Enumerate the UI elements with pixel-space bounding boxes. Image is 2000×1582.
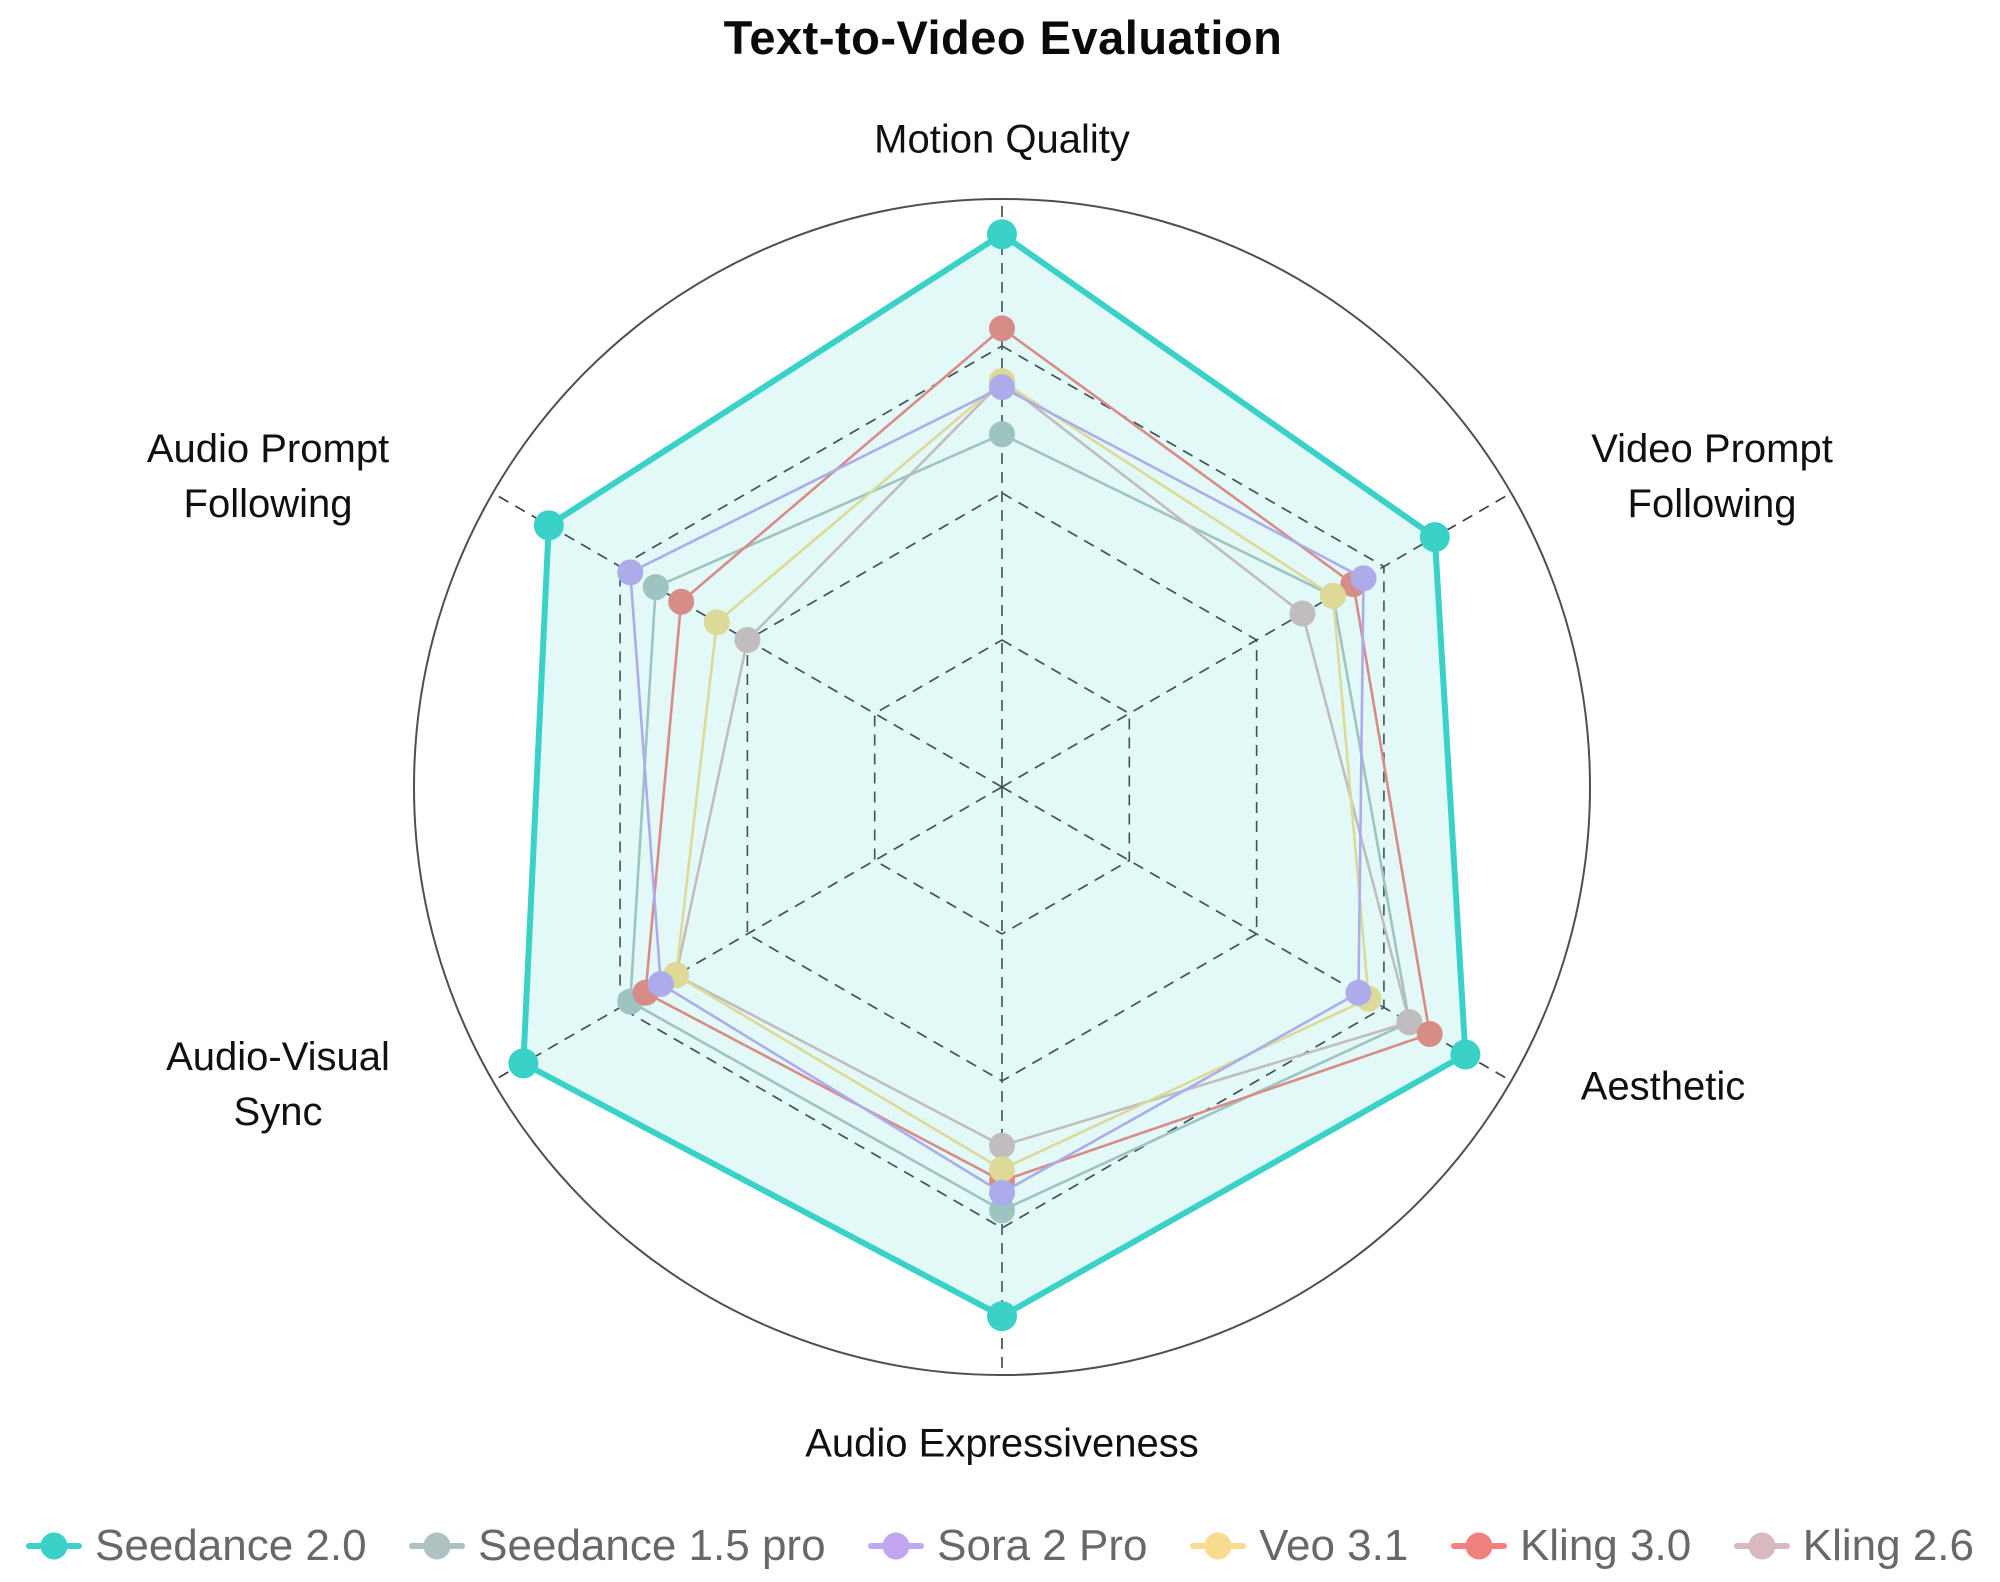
series-marker-seedance-2-0-audio-expressiveness: [987, 1301, 1017, 1332]
axis-label-video-prompt-following: Video Prompt Following: [1591, 426, 1833, 526]
series-marker-sora-2-pro-audio-prompt-following: [617, 559, 644, 586]
legend-item-sora-2-pro: Sora 2 Pro: [868, 1521, 1147, 1571]
series-marker-seedance-1-5-pro-motion-quality: [989, 421, 1015, 448]
legend: Seedance 2.0 Seedance 1.5 pro Sora 2 Pro Ve…: [0, 1506, 2000, 1582]
series-marker-sora-2-pro-motion-quality: [989, 374, 1015, 401]
series-marker-seedance-2-0-aesthetic: [1450, 1039, 1481, 1070]
chart-title: Text-to-Video Evaluation: [723, 11, 1283, 64]
series-marker-kling-3-0-motion-quality: [989, 315, 1015, 342]
radar-series: [508, 219, 1481, 1332]
legend-marker-icon: [409, 1532, 466, 1560]
grid-ring: [873, 639, 1131, 935]
series-marker-kling-2-6-aesthetic: [1396, 1009, 1423, 1036]
series-marker-sora-2-pro-video-prompt-following: [1350, 565, 1377, 592]
legend-marker-icon: [1190, 1532, 1247, 1560]
series-marker-seedance-2-0-audio-prompt-following: [533, 510, 564, 541]
legend-item-kling-3-0: Kling 3.0: [1450, 1521, 1692, 1571]
legend-marker-icon: [1450, 1532, 1507, 1560]
axis-label-audio-visual-sync: Audio-Visual Sync: [166, 1034, 390, 1134]
legend-marker-icon: [26, 1532, 82, 1560]
series-marker-kling-2-6-audio-prompt-following: [734, 627, 761, 653]
legend-item-seedance-2-0: Seedance 2.0: [26, 1521, 367, 1571]
series-marker-kling-2-6-audio-expressiveness: [989, 1132, 1015, 1159]
axis-spoke-video-prompt-following: [1001, 492, 1512, 788]
legend-item-kling-2-6: Kling 2.6: [1733, 1521, 1974, 1571]
axis-spoke-aesthetic: [1001, 786, 1512, 1082]
legend-label: Kling 2.6: [1802, 1521, 1974, 1570]
legend-item-veo-3-1: Veo 3.1: [1190, 1521, 1408, 1571]
axis-label-audio-expressiveness: Audio Expressiveness: [805, 1421, 1199, 1466]
axis-label-motion-quality: Motion Quality: [874, 117, 1130, 162]
series-marker-kling-3-0-aesthetic: [1416, 1020, 1443, 1047]
axis-label-audio-prompt-following: Audio Prompt Following: [146, 426, 390, 526]
legend-marker-icon: [1733, 1532, 1790, 1560]
legend-marker-icon: [868, 1532, 925, 1560]
legend-label: Seedance 1.5 pro: [478, 1521, 826, 1570]
series-marker-veo-3-1-video-prompt-following: [1319, 582, 1346, 609]
series-marker-seedance-2-0-video-prompt-following: [1419, 522, 1450, 553]
series-sora-2-pro: [617, 374, 1377, 1206]
legend-label: Kling 3.0: [1519, 1521, 1692, 1570]
series-marker-kling-2-6-video-prompt-following: [1289, 600, 1316, 627]
legend-item-seedance-1-5-pro: Seedance 1.5 pro: [409, 1521, 826, 1571]
series-polygon-seedance-2-0: [520, 231, 1469, 1320]
series-marker-sora-2-pro-aesthetic: [1345, 979, 1372, 1006]
legend-label: Sora 2 Pro: [937, 1521, 1148, 1570]
outer-circle: [413, 198, 1591, 1376]
series-marker-veo-3-1-audio-prompt-following: [703, 609, 730, 636]
axis-spoke-audio-visual-sync: [492, 786, 1003, 1082]
series-marker-seedance-1-5-pro-audio-prompt-following: [642, 574, 669, 601]
series-marker-sora-2-pro-audio-expressiveness: [989, 1179, 1015, 1206]
legend-label: Veo 3.1: [1259, 1521, 1409, 1570]
axis-label-aesthetic: Aesthetic: [1580, 1064, 1746, 1109]
series-marker-kling-3-0-audio-prompt-following: [668, 588, 695, 615]
series-marker-veo-3-1-audio-expressiveness: [989, 1156, 1015, 1183]
series-marker-seedance-2-0-motion-quality: [987, 219, 1017, 250]
series-seedance-2-0: [508, 219, 1481, 1332]
legend-label: Seedance 2.0: [95, 1521, 367, 1570]
series-marker-sora-2-pro-audio-visual-sync: [647, 970, 674, 997]
series-marker-seedance-2-0-audio-visual-sync: [508, 1048, 539, 1079]
